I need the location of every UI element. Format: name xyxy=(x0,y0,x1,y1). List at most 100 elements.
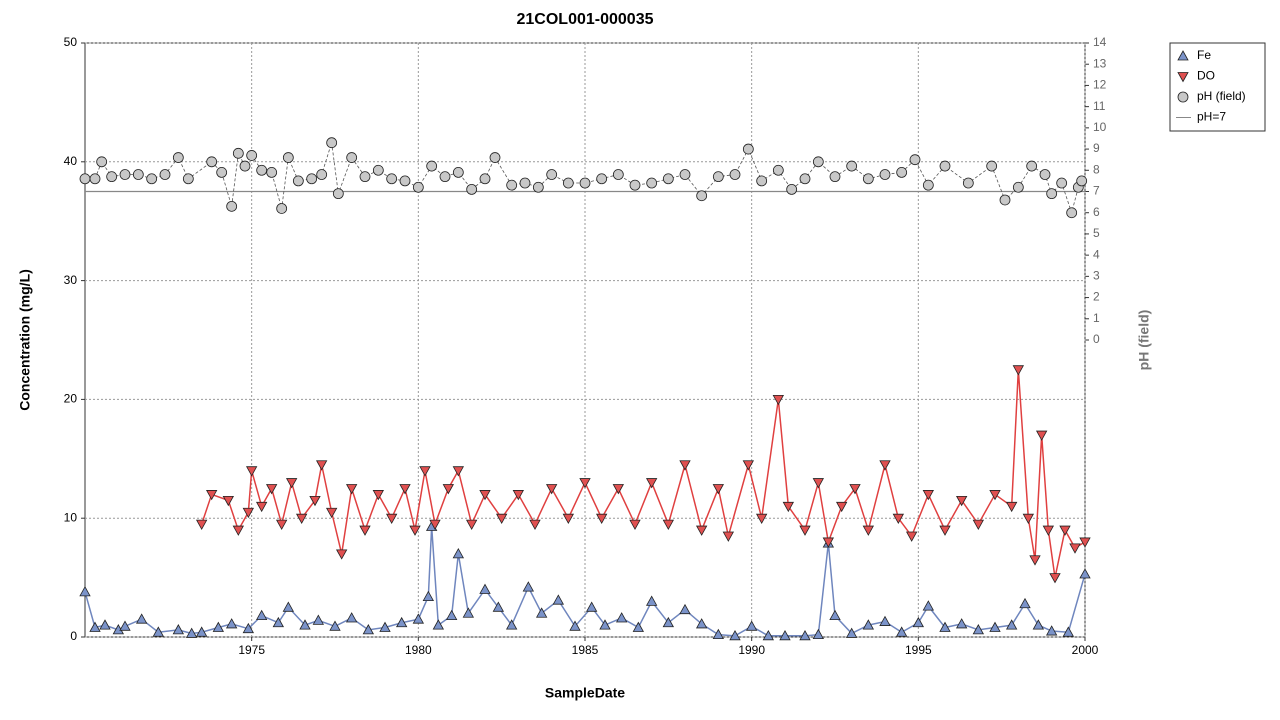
marker xyxy=(205,490,218,501)
marker xyxy=(772,164,784,176)
marker xyxy=(812,628,825,640)
y2-tick-label: 13 xyxy=(1093,56,1107,70)
marker xyxy=(1062,626,1075,637)
y2-tick-label: 5 xyxy=(1093,226,1100,240)
y2-tick-label: 4 xyxy=(1093,247,1100,261)
marker xyxy=(629,179,641,191)
marker xyxy=(999,194,1011,206)
y2-tick-label: 7 xyxy=(1093,184,1100,198)
marker xyxy=(395,616,408,628)
x-tick-label: 1985 xyxy=(572,643,599,657)
marker xyxy=(172,152,184,163)
marker xyxy=(412,613,425,624)
marker xyxy=(282,601,295,612)
marker xyxy=(489,152,501,163)
marker xyxy=(779,629,791,641)
marker xyxy=(522,581,535,592)
marker xyxy=(282,152,294,163)
marker xyxy=(359,525,371,536)
marker xyxy=(729,169,741,180)
marker xyxy=(1177,50,1189,61)
marker xyxy=(479,173,491,185)
marker xyxy=(426,160,438,172)
marker xyxy=(905,531,918,542)
marker xyxy=(922,600,935,611)
marker xyxy=(306,173,318,185)
marker xyxy=(159,169,171,180)
legend-label: pH=7 xyxy=(1197,110,1226,124)
marker xyxy=(182,173,194,185)
marker xyxy=(799,525,811,536)
marker xyxy=(569,620,581,631)
marker xyxy=(432,619,445,630)
chart-title: 21COL001-000035 xyxy=(517,11,654,28)
marker xyxy=(335,549,348,560)
legend-label: pH (field) xyxy=(1197,89,1246,103)
marker xyxy=(909,154,921,166)
marker xyxy=(285,478,298,489)
marker xyxy=(372,164,384,176)
marker xyxy=(345,612,358,623)
marker xyxy=(362,624,375,635)
marker xyxy=(99,619,111,630)
y2-tick-label: 8 xyxy=(1093,162,1100,176)
marker xyxy=(632,621,645,632)
marker xyxy=(829,171,841,183)
marker xyxy=(612,484,625,495)
legend-label: DO xyxy=(1197,69,1215,83)
marker xyxy=(939,621,951,632)
marker xyxy=(345,484,358,495)
marker xyxy=(399,484,411,495)
marker xyxy=(225,618,238,629)
marker xyxy=(512,490,525,501)
y2-tick-label: 0 xyxy=(1093,332,1100,346)
marker xyxy=(295,513,308,525)
marker xyxy=(696,190,708,202)
marker xyxy=(782,501,795,513)
marker xyxy=(226,200,238,212)
y2-axis-label: pH (field) xyxy=(1136,310,1152,371)
marker xyxy=(912,616,925,628)
marker xyxy=(812,478,825,489)
marker xyxy=(119,620,131,631)
marker xyxy=(195,519,208,530)
marker xyxy=(89,173,101,185)
marker xyxy=(712,484,725,495)
marker xyxy=(892,513,905,525)
marker xyxy=(146,173,158,185)
marker xyxy=(379,621,391,632)
marker xyxy=(612,169,624,180)
marker xyxy=(645,595,658,606)
marker xyxy=(535,607,548,618)
marker xyxy=(386,173,398,185)
marker xyxy=(1079,537,1091,548)
marker xyxy=(452,548,465,559)
marker xyxy=(579,478,591,489)
legend-label: Fe xyxy=(1197,48,1211,62)
y-tick-label: 0 xyxy=(70,629,77,643)
marker xyxy=(246,150,258,161)
marker xyxy=(332,188,344,200)
marker xyxy=(1076,175,1088,187)
marker xyxy=(562,177,574,189)
marker xyxy=(955,495,968,507)
marker xyxy=(756,175,768,187)
marker xyxy=(835,501,848,513)
marker xyxy=(216,167,228,178)
marker xyxy=(245,466,258,477)
marker xyxy=(1012,365,1025,376)
marker xyxy=(552,594,565,605)
marker xyxy=(519,177,531,189)
marker xyxy=(742,460,755,471)
marker xyxy=(195,626,208,637)
marker xyxy=(422,590,435,602)
marker xyxy=(712,628,725,640)
marker xyxy=(385,513,398,525)
marker xyxy=(275,519,288,530)
marker xyxy=(1177,72,1189,83)
marker xyxy=(895,626,908,637)
marker xyxy=(989,490,1001,501)
marker xyxy=(152,626,165,637)
marker xyxy=(1022,513,1035,525)
marker xyxy=(799,173,811,185)
